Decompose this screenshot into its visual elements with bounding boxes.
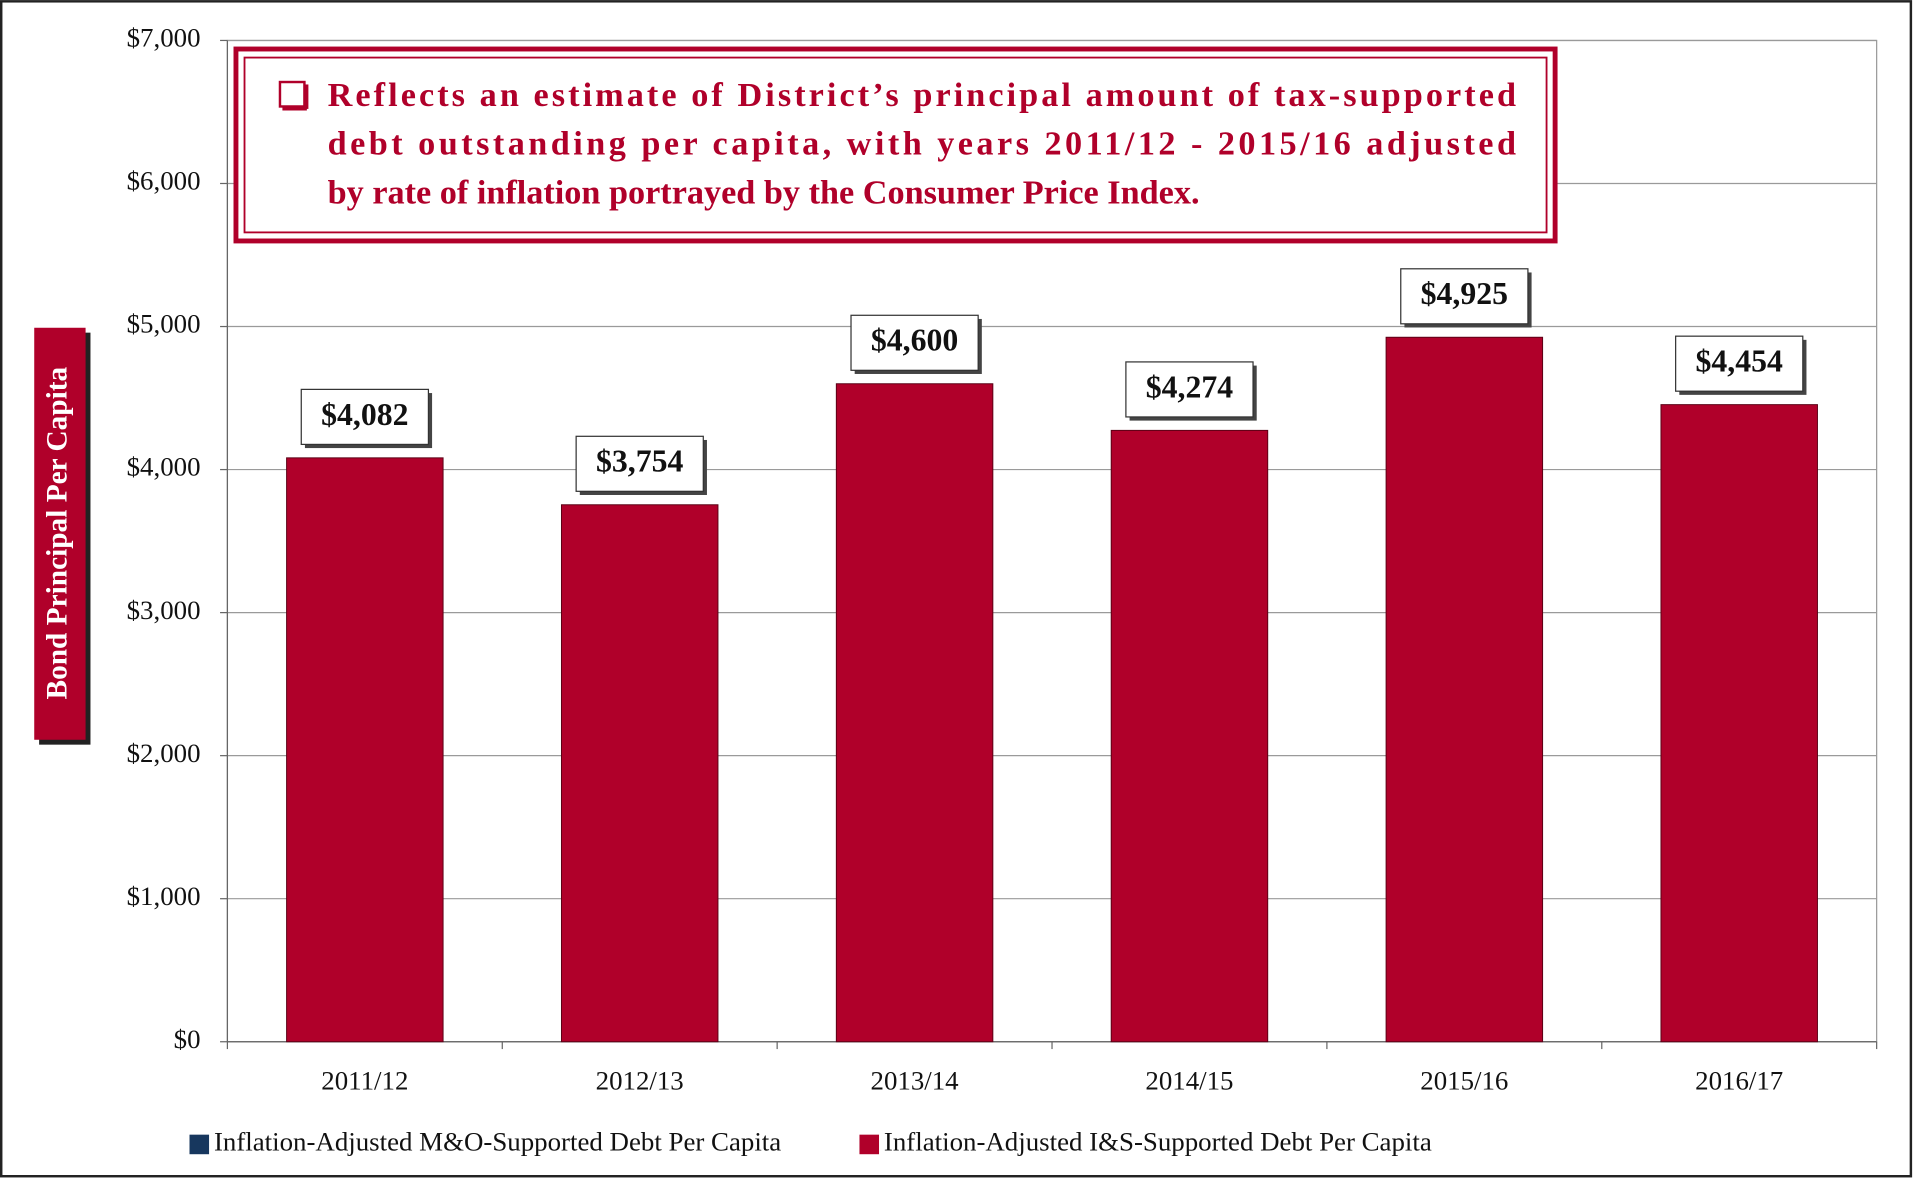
annotation-box: Reflects an estimate of District’s princ… bbox=[233, 46, 1558, 244]
x-tick-label: 2014/15 bbox=[1145, 1065, 1233, 1095]
bar bbox=[560, 504, 719, 1043]
y-tick-label: $0 bbox=[174, 1024, 201, 1054]
annotation-line: Reflects an estimate of District’s princ… bbox=[328, 76, 1516, 114]
y-tick-label: $3,000 bbox=[127, 595, 201, 625]
bullet bbox=[278, 80, 306, 108]
bar bbox=[1110, 429, 1269, 1043]
bar bbox=[1660, 404, 1818, 1043]
y-tick-label: $6,000 bbox=[127, 166, 201, 196]
x-tick-label: 2015/16 bbox=[1420, 1065, 1508, 1095]
legend-label: Inflation-Adjusted M&O-Supported Debt Pe… bbox=[214, 1127, 781, 1157]
legend-swatch bbox=[859, 1134, 880, 1155]
data-label-box bbox=[1125, 361, 1254, 418]
y-tick-label: $2,000 bbox=[127, 738, 201, 768]
x-tick-label: 2013/14 bbox=[871, 1065, 960, 1095]
data-label: $4,454 bbox=[1696, 344, 1783, 379]
y-tick-label: $7,000 bbox=[127, 23, 201, 53]
y-axis-title-box: Bond Principal Per Capita bbox=[34, 327, 91, 745]
data-label-box bbox=[850, 314, 979, 371]
data-label: $4,925 bbox=[1421, 276, 1508, 311]
y-tick-label: $5,000 bbox=[127, 309, 201, 339]
data-label-box bbox=[1675, 335, 1804, 392]
x-tick-label: 2012/13 bbox=[596, 1065, 684, 1095]
x-tick-label: 2011/12 bbox=[321, 1065, 408, 1095]
annotation-line: by rate of inflation portrayed by the Co… bbox=[328, 174, 1200, 212]
y-title-bg bbox=[34, 327, 86, 740]
data-label-box bbox=[1400, 268, 1529, 325]
legend-swatch bbox=[189, 1134, 210, 1155]
data-label-box bbox=[575, 435, 704, 492]
data-label: $3,754 bbox=[596, 444, 683, 479]
data-label: $4,082 bbox=[321, 397, 408, 432]
bar bbox=[1385, 336, 1544, 1043]
x-tick-label: 2016/17 bbox=[1695, 1065, 1783, 1095]
annotation-border bbox=[233, 46, 1558, 244]
legend-label: Inflation-Adjusted I&S-Supported Debt Pe… bbox=[884, 1127, 1432, 1157]
y-tick-label: $1,000 bbox=[127, 881, 201, 911]
data-label: $4,600 bbox=[871, 323, 958, 358]
y-axis-title: Bond Principal Per Capita bbox=[42, 366, 74, 699]
annotation-inner-border bbox=[243, 56, 1548, 234]
data-label: $4,274 bbox=[1146, 369, 1233, 404]
bar bbox=[835, 383, 994, 1043]
data-label-box bbox=[300, 388, 430, 446]
bar bbox=[286, 457, 444, 1043]
y-tick-label: $4,000 bbox=[127, 452, 201, 482]
